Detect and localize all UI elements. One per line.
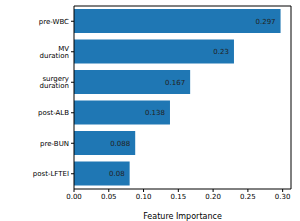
svg-text:0.297: 0.297 <box>256 18 276 26</box>
svg-text:0.10: 0.10 <box>136 193 152 201</box>
svg-text:0.00: 0.00 <box>66 193 82 201</box>
svg-text:pre-BUN: pre-BUN <box>40 140 69 148</box>
svg-text:0.15: 0.15 <box>171 193 187 201</box>
svg-text:surgeryduration: surgeryduration <box>40 75 69 90</box>
svg-text:post-ALB: post-ALB <box>38 109 69 117</box>
svg-text:0.08: 0.08 <box>109 170 125 178</box>
svg-text:0.25: 0.25 <box>240 193 256 201</box>
svg-text:0.30: 0.30 <box>275 193 291 201</box>
svg-text:0.138: 0.138 <box>145 109 165 117</box>
svg-text:0.23: 0.23 <box>213 48 229 56</box>
svg-text:MVduration: MVduration <box>40 45 70 60</box>
svg-text:post-LFTEI: post-LFTEI <box>33 170 69 178</box>
svg-text:0.20: 0.20 <box>205 193 221 201</box>
svg-text:0.05: 0.05 <box>101 193 117 201</box>
svg-text:0.088: 0.088 <box>110 140 130 148</box>
svg-text:pre-WBC: pre-WBC <box>39 18 69 26</box>
svg-text:Feature Importance: Feature Importance <box>143 212 222 221</box>
svg-text:0.167: 0.167 <box>165 79 185 87</box>
